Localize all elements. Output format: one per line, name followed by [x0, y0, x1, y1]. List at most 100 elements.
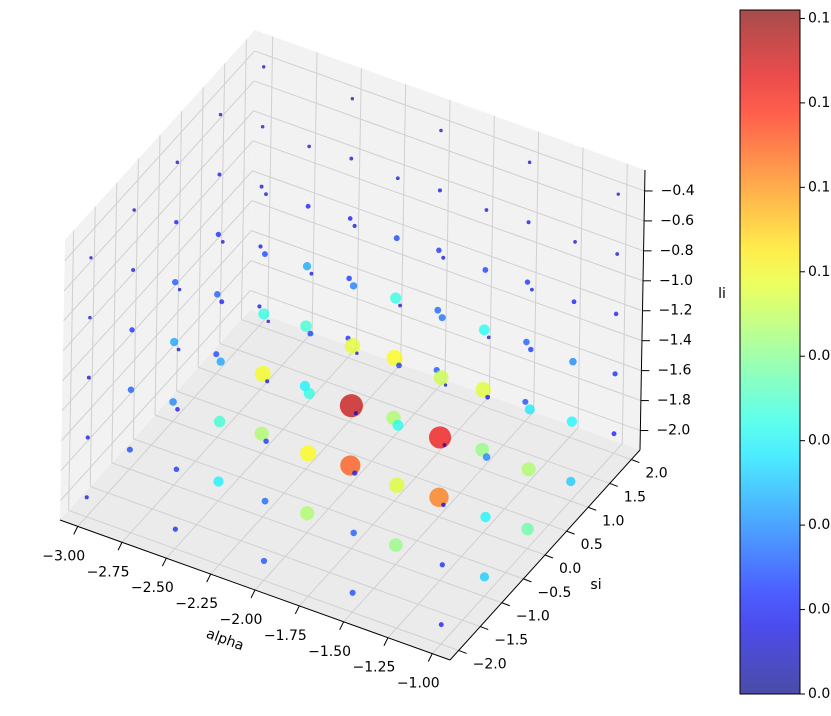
y-tick-label: 2.0 — [645, 466, 667, 482]
data-point — [392, 419, 404, 431]
colorbar-tick-label: 0.04 — [808, 517, 831, 533]
data-point — [266, 319, 271, 324]
tick-mark — [523, 578, 532, 583]
data-point — [85, 435, 90, 440]
axis-line — [59, 519, 451, 661]
data-point — [300, 320, 312, 332]
grid-line — [59, 290, 251, 501]
grid-line — [111, 462, 502, 604]
x-tick-label: −2.00 — [220, 612, 263, 628]
data-point — [443, 383, 448, 387]
data-point — [526, 220, 531, 225]
data-point — [254, 426, 269, 441]
tick-mark — [458, 649, 467, 654]
data-point — [398, 303, 402, 308]
data-point — [616, 192, 620, 196]
data-point — [349, 282, 358, 290]
data-point — [434, 306, 442, 314]
data-point — [173, 466, 180, 473]
colorbar-tick-label: 0.02 — [808, 602, 831, 618]
data-point — [521, 462, 536, 477]
data-point — [127, 386, 135, 393]
x-tick-label: −1.25 — [353, 660, 396, 676]
data-point — [475, 382, 491, 398]
tick-mark — [544, 554, 554, 559]
data-point — [131, 267, 136, 272]
data-point — [339, 394, 363, 418]
data-point — [433, 370, 449, 386]
z-tick-label: −1.0 — [659, 273, 693, 289]
y-tick-label: −2.0 — [473, 656, 507, 672]
data-point — [350, 96, 355, 101]
data-point — [522, 398, 529, 405]
grid-line — [63, 110, 254, 322]
y-tick-label: 1.0 — [602, 513, 624, 529]
tick-mark — [206, 573, 212, 583]
y-tick-label: 0.5 — [581, 537, 603, 553]
grid-line — [133, 438, 524, 580]
data-point — [486, 335, 491, 340]
grid-line — [219, 342, 610, 484]
data-point — [261, 497, 269, 505]
data-point — [480, 511, 491, 523]
data-point — [132, 208, 136, 212]
grid-line — [68, 509, 459, 651]
grid-line — [251, 200, 643, 342]
grid-line — [241, 319, 632, 461]
grid-line — [61, 230, 252, 441]
y-axis-label: si — [590, 577, 601, 593]
data-point — [566, 476, 576, 487]
colorbar-tick-label: 0.00 — [808, 686, 831, 702]
grid-line — [254, 50, 645, 192]
tick-mark — [73, 526, 79, 535]
data-point — [172, 278, 179, 286]
y-tick-label: −1.0 — [516, 609, 550, 625]
tick-mark — [566, 530, 575, 535]
z-tick-label: −1.8 — [657, 393, 691, 409]
data-point — [390, 292, 402, 304]
grid-line — [355, 68, 362, 349]
tick-mark — [161, 557, 167, 567]
y-tick-label: −0.5 — [537, 585, 571, 601]
y-tick-label: −1.5 — [494, 633, 528, 649]
data-point — [169, 398, 177, 406]
grid-line — [253, 110, 644, 252]
grid-line — [252, 170, 643, 312]
axis-line — [449, 449, 641, 661]
data-point — [260, 557, 268, 565]
data-point — [350, 529, 357, 537]
grid-line — [154, 414, 546, 556]
data-point — [389, 477, 405, 493]
z-tick-label: −1.6 — [657, 363, 691, 379]
tick-mark — [117, 542, 123, 551]
points — [84, 65, 620, 628]
data-point — [484, 208, 489, 212]
data-point — [571, 299, 577, 305]
z-tick-label: −1.2 — [658, 303, 692, 319]
tick-mark — [588, 506, 597, 511]
grid-line — [533, 131, 540, 412]
data-point — [257, 304, 262, 309]
data-point — [442, 443, 447, 447]
data-point — [307, 330, 314, 337]
x-tick-label: −3.00 — [42, 548, 85, 564]
data-point — [340, 455, 361, 476]
grid-line — [198, 366, 589, 508]
grid-line — [250, 260, 642, 402]
data-point — [438, 314, 446, 322]
data-point — [302, 262, 312, 271]
data-point — [482, 267, 489, 273]
grid-line — [62, 170, 253, 382]
data-point — [307, 144, 312, 149]
data-point — [175, 160, 180, 165]
data-point — [611, 431, 617, 437]
grid-line — [488, 115, 495, 396]
data-point — [265, 379, 270, 384]
data-point — [355, 351, 359, 356]
y-tick-label: 0.0 — [559, 561, 581, 577]
tick-mark — [609, 482, 618, 487]
data-point — [573, 240, 577, 244]
data-point — [263, 438, 269, 444]
data-point — [524, 279, 531, 285]
